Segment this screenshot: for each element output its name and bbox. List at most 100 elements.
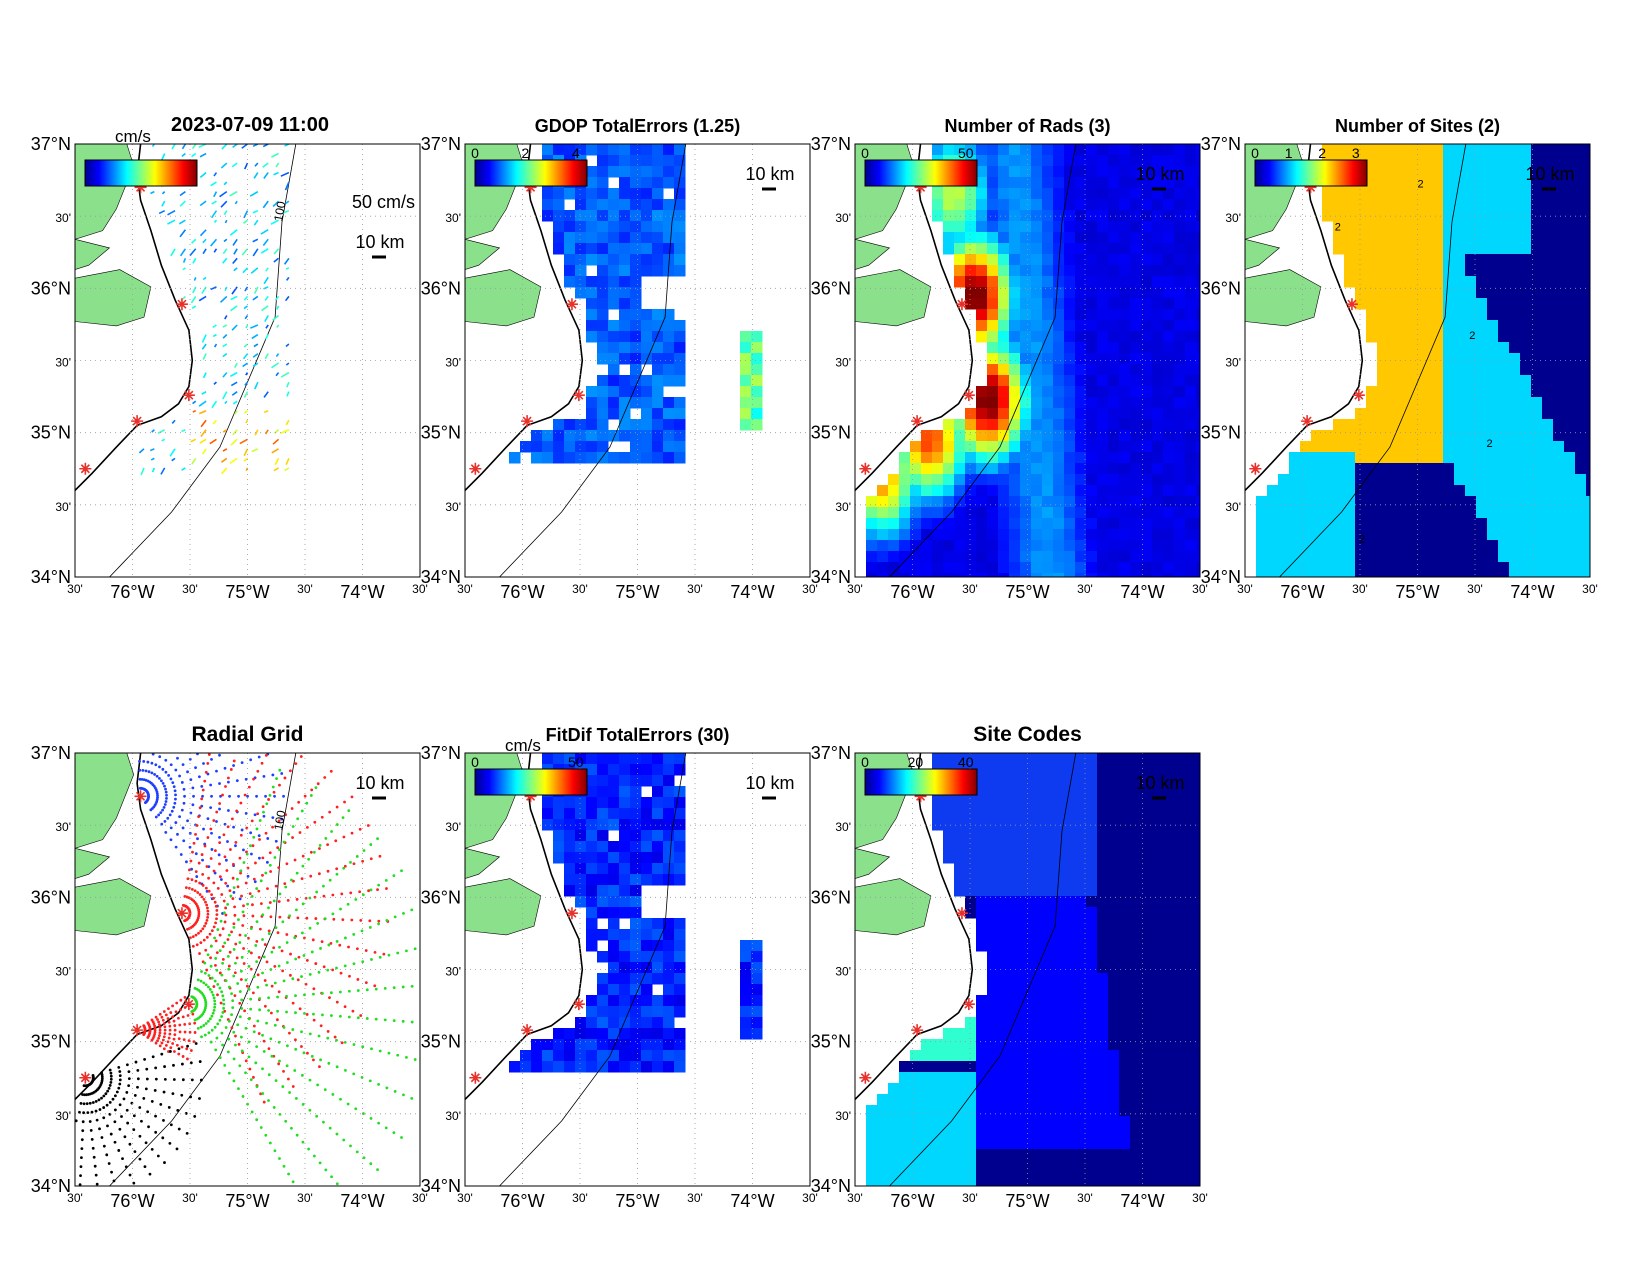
- field-cell: [1542, 573, 1554, 577]
- field-cell: [932, 507, 944, 519]
- field-cell: [899, 485, 911, 497]
- field-cell: [1564, 199, 1576, 211]
- field-cell: [652, 940, 664, 952]
- radial-grid-point: [204, 770, 208, 774]
- field-cell: [1575, 397, 1587, 409]
- field-cell: [1410, 188, 1422, 200]
- radial-grid-point: [164, 800, 168, 803]
- radial-grid-point: [318, 1161, 322, 1165]
- field-cell: [1064, 551, 1076, 563]
- field-cell: [1344, 551, 1356, 563]
- field-cell: [1388, 430, 1400, 442]
- field-cell: [531, 1050, 543, 1062]
- field-cell: [1586, 353, 1590, 365]
- field-cell: [1443, 298, 1455, 310]
- field-cell: [1086, 408, 1098, 420]
- radial-grid-point: [178, 1023, 182, 1027]
- field-cell: [1454, 320, 1466, 332]
- field-cell: [1053, 929, 1065, 941]
- field-cell: [1476, 375, 1488, 387]
- field-cell: [1141, 320, 1153, 332]
- field-cell: [998, 962, 1010, 974]
- field-cell: [1075, 808, 1087, 820]
- field-cell: [1388, 397, 1400, 409]
- radial-grid-point: [181, 763, 185, 767]
- colorbar: [84, 159, 198, 187]
- field-cell: [1476, 155, 1488, 167]
- field-cell: [1476, 243, 1488, 255]
- lon-tick-label: 30': [297, 1191, 313, 1205]
- field-cell: [1196, 342, 1200, 354]
- radial-grid-point: [277, 1062, 281, 1066]
- radial-grid-point: [315, 1114, 319, 1118]
- field-cell: [1586, 243, 1590, 255]
- field-cell: [910, 518, 922, 530]
- land-area: [465, 269, 542, 327]
- field-cell: [630, 331, 642, 343]
- field-cell: [1141, 551, 1153, 563]
- radial-grid-point: [246, 866, 250, 870]
- radial-grid-point: [223, 920, 227, 924]
- field-cell: [1465, 199, 1477, 211]
- field-cell: [1399, 364, 1411, 376]
- field-cell: [1366, 430, 1378, 442]
- field-cell: [1289, 452, 1301, 464]
- field-cell: [1509, 166, 1521, 178]
- field-cell: [1564, 518, 1576, 530]
- field-cell: [663, 397, 675, 409]
- field-cell: [1119, 551, 1131, 563]
- field-cell: [630, 929, 642, 941]
- field-cell: [888, 518, 900, 530]
- current-vector: [253, 343, 259, 348]
- field-cell: [1053, 287, 1065, 299]
- radial-grid-point: [278, 783, 281, 787]
- current-vector: [233, 248, 238, 255]
- field-cell: [1075, 474, 1087, 486]
- radial-grid-point: [370, 1047, 373, 1051]
- field-cell: [1119, 962, 1131, 974]
- field-cell: [586, 830, 598, 842]
- field-cell: [1108, 144, 1120, 156]
- radial-grid-point: [102, 1116, 106, 1120]
- field-cell: [1377, 210, 1389, 222]
- field-cell: [1366, 386, 1378, 398]
- radial-grid-point: [227, 809, 230, 812]
- radial-grid-point: [288, 1031, 291, 1035]
- field-cell: [954, 474, 966, 486]
- radial-grid-point: [207, 889, 211, 893]
- field-cell: [987, 276, 999, 288]
- field-cell: [1020, 397, 1032, 409]
- lat-tick-label: 35°N: [1201, 423, 1241, 443]
- field-cell: [630, 199, 642, 211]
- site-marker: [134, 790, 147, 803]
- field-cell: [1388, 210, 1400, 222]
- field-cell: [987, 298, 999, 310]
- field-cell: [1174, 874, 1186, 886]
- radial-grid-point: [248, 1067, 252, 1071]
- field-cell: [1531, 155, 1543, 167]
- field-cell: [1531, 562, 1543, 574]
- field-cell: [1553, 320, 1565, 332]
- field-cell: [652, 1017, 664, 1029]
- field-cell: [1322, 441, 1334, 453]
- field-cell: [663, 155, 675, 167]
- field-cell: [1174, 419, 1186, 431]
- current-vector: [210, 238, 218, 247]
- field-cell: [1152, 852, 1164, 864]
- field-cell: [1509, 155, 1521, 167]
- field-cell: [1443, 551, 1455, 563]
- radial-grid-point: [154, 1041, 158, 1045]
- radial-grid-point: [234, 844, 237, 848]
- field-cell: [652, 951, 664, 963]
- radial-grid-point: [94, 1109, 98, 1113]
- radial-grid-point: [102, 1094, 106, 1098]
- field-cell: [652, 232, 664, 244]
- radial-grid-point: [108, 1112, 112, 1116]
- field-cell: [1399, 529, 1411, 541]
- scale-label: 10 km: [355, 773, 404, 793]
- radial-grid-point: [366, 824, 370, 827]
- radial-grid-point: [405, 949, 408, 953]
- radial-grid-point: [298, 831, 302, 834]
- radial-grid-point: [204, 948, 208, 952]
- field-cell: [1020, 320, 1032, 332]
